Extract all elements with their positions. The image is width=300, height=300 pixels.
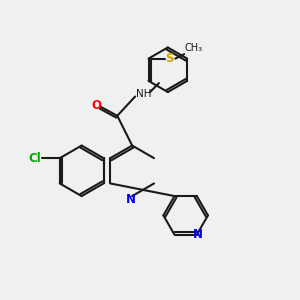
Text: NH: NH: [136, 89, 152, 99]
Text: CH₃: CH₃: [184, 43, 202, 53]
Text: O: O: [92, 99, 101, 112]
Text: N: N: [193, 228, 203, 241]
Text: S: S: [165, 52, 174, 65]
Text: N: N: [126, 193, 136, 206]
Text: Cl: Cl: [28, 152, 41, 165]
